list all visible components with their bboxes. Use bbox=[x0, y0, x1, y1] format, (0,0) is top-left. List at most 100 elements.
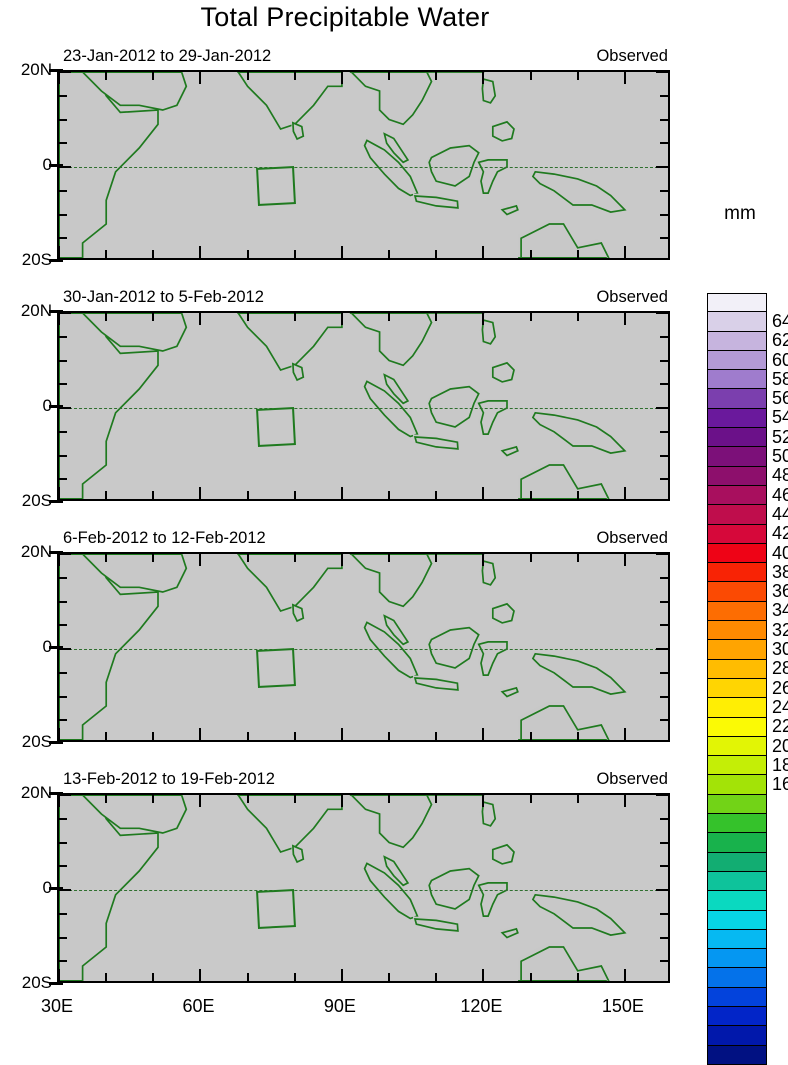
y-axis-tick bbox=[59, 213, 67, 216]
colorbar-band bbox=[707, 312, 767, 332]
panel-source-label: Observed bbox=[596, 47, 668, 65]
y-axis-tick bbox=[660, 865, 668, 868]
x-axis-tick bbox=[623, 487, 626, 499]
coastline-overlay bbox=[291, 844, 305, 864]
coastline-overlay bbox=[350, 313, 433, 367]
y-axis-tick-outer bbox=[49, 887, 63, 890]
colorbar-band bbox=[707, 389, 767, 409]
x-axis-tick bbox=[623, 313, 626, 325]
x-axis-tick bbox=[529, 491, 532, 499]
y-axis-label: 20S bbox=[21, 491, 52, 510]
coastline-overlay bbox=[291, 121, 305, 141]
colorbar-band bbox=[707, 601, 767, 622]
x-axis-tick bbox=[246, 732, 249, 740]
x-axis-tick bbox=[623, 72, 626, 84]
colorbar-band bbox=[707, 505, 767, 525]
map-area-1[interactable] bbox=[57, 70, 670, 260]
coastline-overlay bbox=[520, 223, 610, 258]
colorbar-band bbox=[707, 968, 767, 988]
y-axis-tick bbox=[660, 695, 668, 698]
coastline-overlay bbox=[531, 652, 627, 695]
land-mask-polygon bbox=[412, 675, 456, 687]
colorbar-band bbox=[707, 1026, 767, 1046]
x-axis-tick bbox=[623, 728, 626, 740]
map-area-3[interactable] bbox=[57, 552, 670, 742]
coastline-overlay bbox=[363, 139, 419, 197]
y-axis-tick bbox=[59, 889, 71, 891]
x-axis-tick bbox=[576, 250, 579, 258]
colorbar-band bbox=[707, 698, 767, 718]
x-axis-tick bbox=[199, 554, 202, 566]
x-axis-label: 30E bbox=[40, 996, 74, 1016]
map-area-4[interactable] bbox=[57, 793, 670, 983]
coastline-overlay bbox=[491, 120, 515, 142]
coastline-overlay bbox=[411, 554, 485, 555]
colorbar-band bbox=[707, 736, 767, 757]
x-axis-tick bbox=[246, 554, 249, 562]
y-axis-label: 20S bbox=[21, 732, 52, 751]
colorbar-band bbox=[707, 814, 767, 834]
x-axis-tick bbox=[340, 313, 343, 325]
map-canvas bbox=[59, 313, 668, 499]
map-area-2[interactable] bbox=[57, 311, 670, 501]
y-axis-tick bbox=[660, 454, 668, 457]
x-axis-tick bbox=[105, 554, 108, 562]
x-axis-tick bbox=[623, 969, 626, 981]
x-axis-tick bbox=[199, 795, 202, 807]
y-axis-tick bbox=[656, 648, 668, 650]
coastline-overlay bbox=[520, 464, 610, 499]
colorbar-tick-label: 38 bbox=[772, 561, 788, 582]
y-axis-label: 20S bbox=[21, 973, 52, 992]
coastline-overlay bbox=[481, 319, 497, 345]
coastline-overlay bbox=[500, 686, 519, 698]
coastline-overlay bbox=[59, 795, 188, 834]
colorbar-tick-label: 22 bbox=[772, 716, 788, 737]
x-axis-tick bbox=[246, 795, 249, 803]
equator-line bbox=[59, 408, 668, 409]
colorbar-tick-label: 64 bbox=[772, 310, 788, 331]
colorbar-band bbox=[707, 1006, 767, 1027]
x-axis-tick bbox=[199, 313, 202, 325]
land-mask-polygon bbox=[499, 444, 515, 453]
x-axis-tick bbox=[435, 72, 438, 80]
y-axis-tick-outer bbox=[49, 551, 63, 554]
y-axis-tick bbox=[660, 237, 668, 240]
study-region-box bbox=[256, 166, 296, 206]
x-axis-tick bbox=[435, 795, 438, 803]
colorbar-tick-label: 44 bbox=[772, 503, 788, 524]
x-axis-tick bbox=[388, 72, 391, 80]
map-panel-4: 13-Feb-2012 to 19-Feb-2012 Observed bbox=[57, 770, 670, 983]
x-axis-tick bbox=[482, 72, 485, 84]
x-axis-tick bbox=[482, 313, 485, 325]
x-axis-tick bbox=[199, 728, 202, 740]
colorbar-tick-label: 20 bbox=[772, 735, 788, 756]
panel-source-label: Observed bbox=[596, 288, 668, 306]
colorbar-tick-label: 24 bbox=[772, 696, 788, 717]
colorbar-tick-label: 58 bbox=[772, 368, 788, 389]
coastline-overlay bbox=[383, 373, 410, 405]
land-mask-polygon bbox=[499, 203, 515, 212]
study-region-box bbox=[256, 407, 296, 447]
coastline-overlay bbox=[531, 893, 627, 936]
y-axis-tick bbox=[660, 430, 668, 433]
colorbar-tick-label: 50 bbox=[772, 446, 788, 467]
panel-source-label: Observed bbox=[596, 770, 668, 788]
y-axis-tick-outer bbox=[49, 646, 63, 649]
x-axis-tick bbox=[576, 795, 579, 803]
colorbar-band bbox=[707, 524, 767, 544]
colorbar-tick-label: 46 bbox=[772, 484, 788, 505]
coastline-overlay bbox=[411, 795, 485, 796]
x-axis-tick bbox=[59, 795, 60, 807]
coastline-overlay bbox=[500, 204, 519, 216]
coastline-overlay bbox=[477, 882, 508, 917]
colorbar-band bbox=[707, 563, 767, 583]
coastline-overlay bbox=[491, 843, 515, 865]
colorbar-band bbox=[707, 408, 767, 429]
coastline-overlay bbox=[383, 132, 410, 164]
colorbar[interactable] bbox=[707, 293, 767, 1065]
y-axis-tick bbox=[660, 335, 668, 338]
x-axis-tick bbox=[105, 491, 108, 499]
coastline-overlay bbox=[481, 78, 497, 104]
panel-date-range: 30-Jan-2012 to 5-Feb-2012 bbox=[63, 288, 264, 306]
x-axis-tick bbox=[246, 250, 249, 258]
